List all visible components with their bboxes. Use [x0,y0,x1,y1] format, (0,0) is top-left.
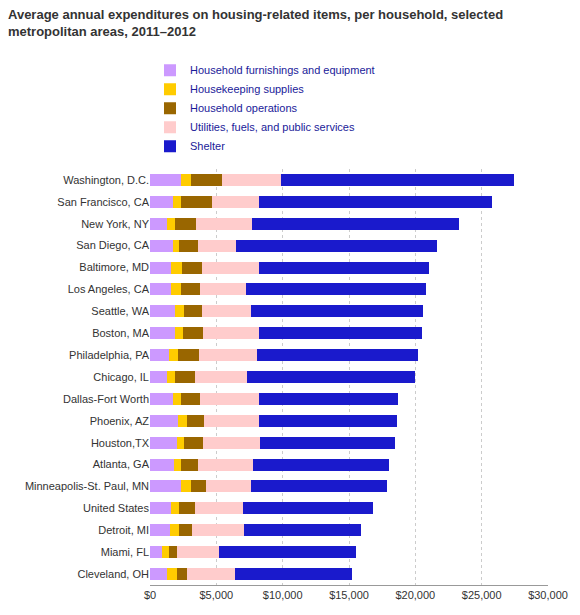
svg-text:Household operations: Household operations [190,102,298,114]
svg-text:Washington, D.C.: Washington, D.C. [63,174,149,186]
svg-text:Houston,TX: Houston,TX [91,437,150,449]
svg-text:Cleveland, OH: Cleveland, OH [77,568,149,580]
svg-text:Los Angeles, CA: Los Angeles, CA [68,283,150,295]
svg-text:Seattle, WA: Seattle, WA [91,305,149,317]
svg-text:$20,000: $20,000 [395,589,435,601]
svg-text:Dallas-Fort Worth: Dallas-Fort Worth [63,393,149,405]
svg-text:$0: $0 [144,589,156,601]
svg-text:San Francisco, CA: San Francisco, CA [57,196,149,208]
html-text:Average annual expenditures on: Average annual expenditures on housing-r… [8,7,504,39]
svg-text:Miami, FL: Miami, FL [101,546,149,558]
svg-text:Household furnishings and equi: Household furnishings and equipment [190,64,375,76]
svg-text:$30,000: $30,000 [528,589,568,601]
svg-text:Detroit, MI: Detroit, MI [98,524,149,536]
svg-text:Baltimore, MD: Baltimore, MD [79,261,149,273]
svg-text:Shelter: Shelter [190,140,225,152]
svg-text:Minneapolis-St. Paul, MN: Minneapolis-St. Paul, MN [25,480,149,492]
svg-text:San Diego, CA: San Diego, CA [76,239,149,251]
svg-text:New York, NY: New York, NY [81,218,150,230]
svg-text:United States: United States [83,502,150,514]
svg-text:$10,000: $10,000 [263,589,303,601]
svg-text:$25,000: $25,000 [462,589,502,601]
svg-text:Chicago, IL: Chicago, IL [93,371,149,383]
svg-text:Atlanta, GA: Atlanta, GA [93,458,150,470]
svg-text:Philadelphia, PA: Philadelphia, PA [69,349,150,361]
svg-text:$5,000: $5,000 [200,589,234,601]
svg-text:Utilities, fuels, and public s: Utilities, fuels, and public services [190,121,355,133]
svg-text:$15,000: $15,000 [329,589,369,601]
svg-text:Phoenix, AZ: Phoenix, AZ [90,415,150,427]
svg-text:Boston, MA: Boston, MA [92,327,150,339]
svg-text:Housekeeping supplies: Housekeeping supplies [190,83,304,95]
